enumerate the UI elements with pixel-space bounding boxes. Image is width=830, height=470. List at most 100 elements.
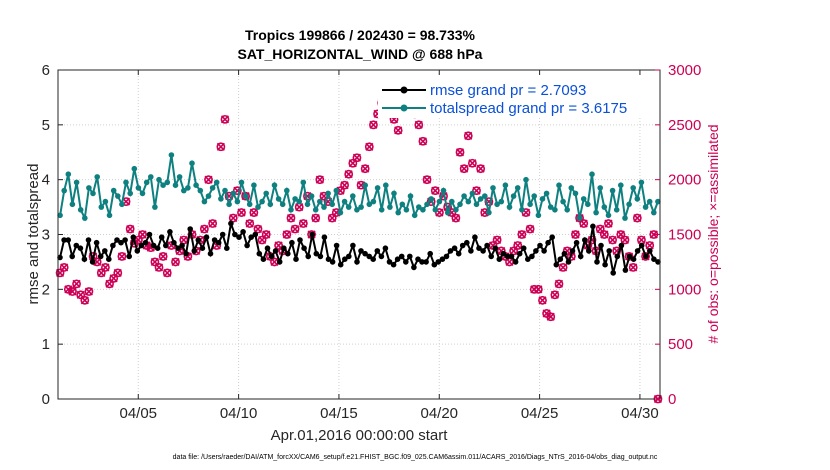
rmse-point (561, 250, 568, 257)
obs-point (274, 241, 283, 250)
rmse-point (630, 256, 637, 263)
rmse-point (407, 253, 413, 260)
spread-point (634, 196, 641, 202)
spread-point (428, 196, 435, 202)
rmse-point (77, 245, 84, 251)
spread-point (449, 198, 455, 205)
spread-point (61, 187, 67, 194)
spread-point (312, 207, 319, 213)
rmse-point (264, 245, 271, 251)
rmse-point (203, 234, 210, 240)
rmse-point (455, 250, 462, 257)
rmse-point (167, 229, 173, 235)
spread-point (502, 182, 509, 188)
rmse-point (187, 226, 193, 232)
rmse-point (106, 256, 112, 263)
obs-point (344, 169, 354, 179)
legend-spread-marker (400, 104, 408, 112)
spread-point (469, 190, 476, 197)
spread-point (618, 182, 624, 188)
y-tick-label: 4 (42, 172, 50, 189)
spread-point (362, 182, 369, 188)
spread-point (642, 204, 649, 210)
rmse-point (122, 237, 128, 243)
spread-point (267, 201, 274, 208)
spread-point (519, 207, 525, 213)
obs-point (171, 257, 180, 267)
obs-point (492, 235, 502, 245)
rmse-point (459, 242, 466, 249)
spread-point (218, 196, 224, 202)
spread-point (148, 174, 154, 180)
rmse-point (423, 259, 429, 265)
spread-point (576, 215, 583, 221)
spread-point (197, 187, 204, 194)
rmse-point (610, 270, 616, 276)
rmse-series (57, 219, 661, 276)
rmse-point (285, 250, 291, 257)
spread-point (94, 174, 100, 180)
spread-point (275, 196, 282, 202)
spread-point (436, 198, 443, 205)
rmse-point (138, 242, 145, 249)
rmse-point (651, 256, 657, 263)
spread-point (131, 165, 138, 172)
rmse-point (317, 253, 324, 260)
rmse-point (374, 248, 381, 254)
rmse-point (118, 239, 124, 246)
rmse-point (533, 248, 539, 254)
obs-point (208, 219, 218, 228)
rmse-point (443, 253, 450, 260)
obs-point (96, 268, 106, 278)
spread-point (593, 209, 599, 216)
obs-point (632, 213, 642, 223)
spread-point (605, 212, 612, 219)
spread-point (135, 185, 142, 191)
y-tick-label: 3 (42, 227, 50, 244)
obs-point (546, 312, 556, 322)
rmse-point (472, 234, 478, 240)
obs-point (199, 224, 209, 234)
x-axis-ticks: 04/05 04/10 04/15 04/20 04/25 04/30 (119, 70, 659, 422)
spread-point (185, 185, 191, 191)
x-tick-label: 04/20 (420, 405, 458, 422)
spread-point (82, 215, 88, 221)
obs-point (558, 262, 568, 272)
rmse-point (61, 237, 67, 243)
rmse-point (256, 250, 263, 257)
rmse-point (179, 242, 185, 249)
obs-point (138, 230, 147, 239)
spread-point (420, 207, 426, 213)
rmse-point (382, 245, 389, 251)
spread-point (181, 187, 187, 194)
rmse-point (508, 253, 515, 260)
spread-point (279, 201, 286, 208)
spread-point (222, 187, 228, 194)
spread-point (341, 198, 348, 205)
rmse-point (102, 248, 108, 254)
spread-point (395, 209, 402, 216)
rmse-point (484, 242, 490, 249)
spread-point (317, 198, 323, 205)
rmse-point (362, 250, 368, 257)
spread-point (119, 201, 125, 208)
spread-point (655, 198, 661, 205)
obs-point (352, 153, 362, 163)
spread-point (271, 182, 278, 188)
rmse-point (142, 239, 149, 246)
obs-point (158, 252, 168, 261)
rmse-point (57, 254, 63, 261)
rmse-point (415, 256, 421, 263)
rmse-point (655, 259, 661, 265)
rmse-point (569, 248, 576, 254)
spread-point (646, 198, 653, 205)
rmse-point (403, 259, 409, 265)
rmse-point (134, 248, 141, 254)
spread-point (609, 187, 616, 194)
spread-point (366, 201, 373, 208)
spread-point (514, 185, 521, 191)
spread-point (321, 204, 327, 210)
y-axis-right-label: # of obs: o=possible; ×=assimilated (705, 124, 721, 343)
obs-point (414, 120, 424, 130)
spread-point (193, 182, 199, 188)
